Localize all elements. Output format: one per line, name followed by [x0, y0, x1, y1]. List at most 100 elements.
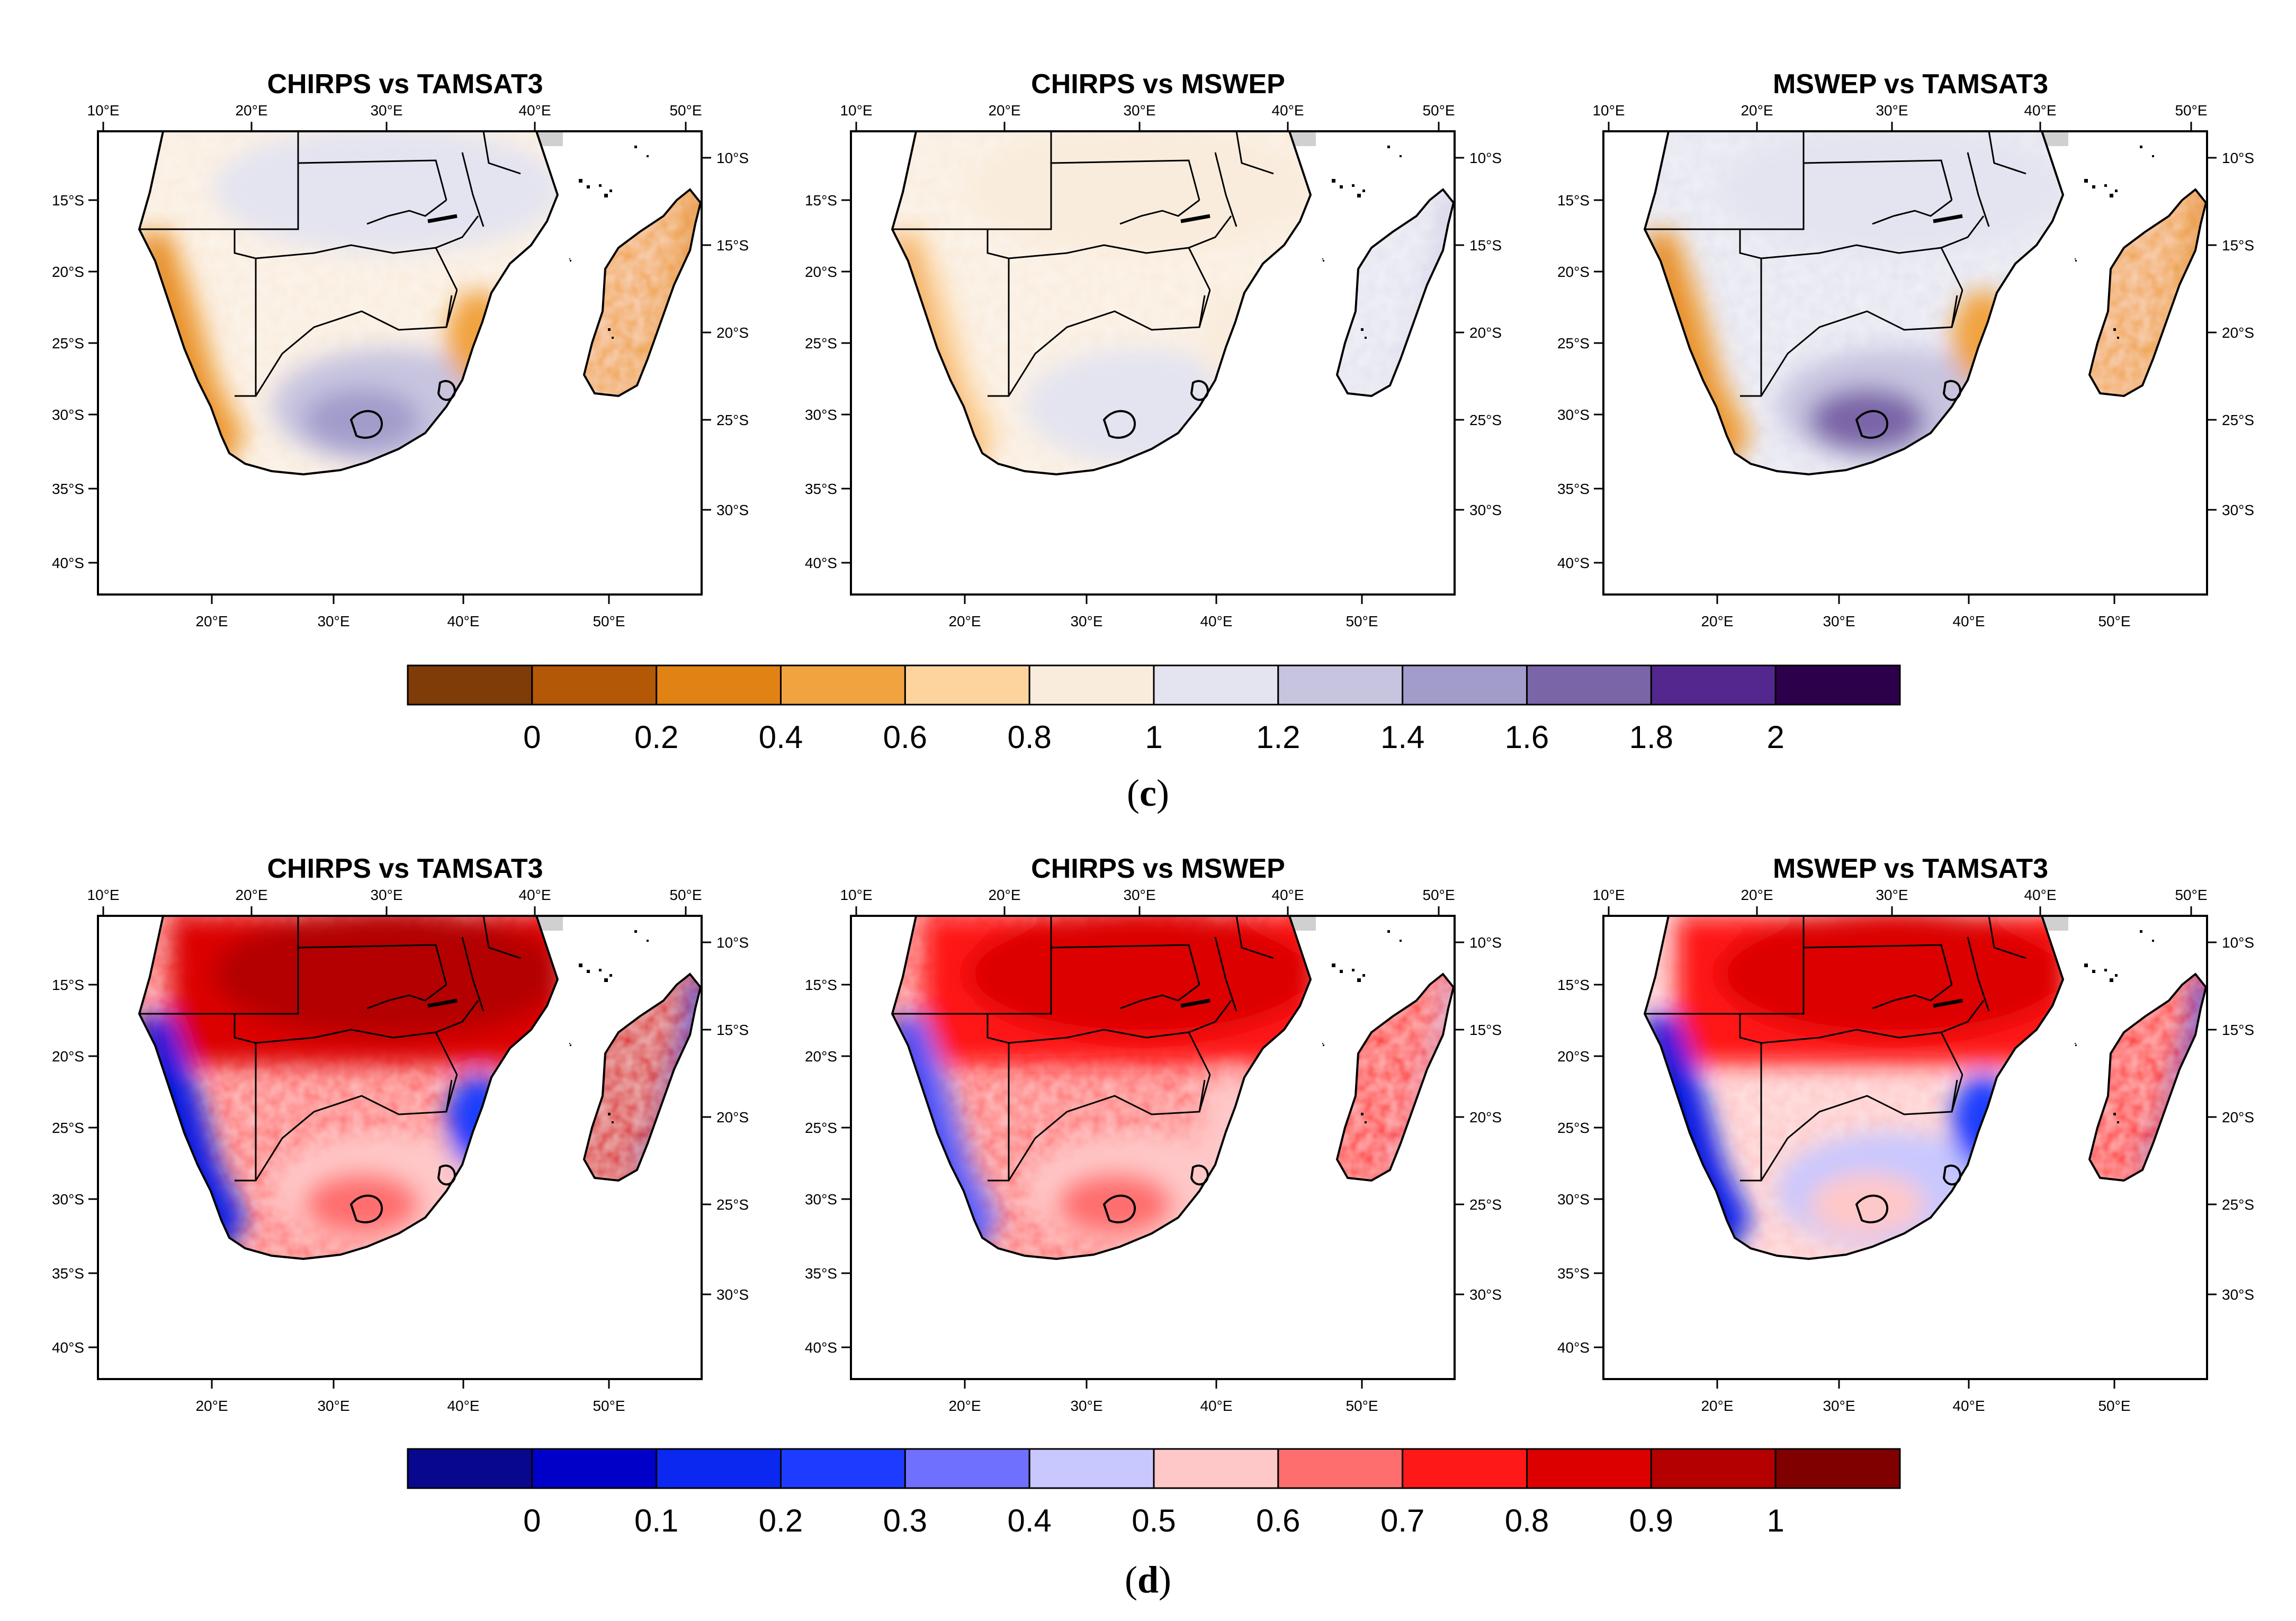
- left-tick-label: 15°S: [1557, 192, 1590, 209]
- country-border: [1988, 131, 2026, 175]
- country-border: [234, 229, 257, 396]
- island: [599, 184, 602, 187]
- bottom-tick-label: 40°E: [1200, 1398, 1232, 1414]
- colorbar-swatch: [1277, 664, 1404, 706]
- lake-kariba: [427, 998, 458, 1008]
- island: [1400, 940, 1402, 942]
- bottom-tick-label: 20°E: [1701, 1398, 1733, 1414]
- madagascar-east-coast: [1369, 190, 1454, 396]
- country-borders: [892, 915, 1274, 1182]
- field-south-core: [1809, 388, 1925, 452]
- right-tick-label: 10°S: [2222, 934, 2254, 951]
- island: [587, 970, 590, 973]
- caption-c: (c): [1127, 772, 1169, 814]
- country-borders: [139, 131, 521, 397]
- lesotho-outline: [1855, 410, 1889, 439]
- bottom-tick-label: 40°E: [1952, 613, 1985, 629]
- left-tick-label: 25°S: [805, 1120, 837, 1136]
- country-border: [461, 936, 485, 1012]
- top-tick-label: 50°E: [669, 102, 702, 119]
- left-tick-label: 35°S: [805, 1265, 837, 1282]
- top-tick-label: 20°E: [235, 102, 267, 119]
- right-tick-label: 20°S: [1469, 325, 1502, 341]
- country-border: [1008, 1029, 1211, 1075]
- country-border: [482, 915, 521, 959]
- colorbar-swatch: [656, 1448, 782, 1489]
- madagascar-east-coast: [2121, 974, 2206, 1181]
- bottom-tick-label: 50°E: [593, 613, 625, 629]
- colorbar-tick-label: 0.6: [1256, 1503, 1300, 1538]
- country-border: [1141, 984, 1200, 1002]
- island: [608, 1113, 611, 1115]
- colorbar-swatch: [1153, 1448, 1279, 1489]
- left-tick-label: 15°S: [52, 977, 84, 993]
- top-tick-label: 10°E: [1592, 887, 1625, 903]
- country-border: [1214, 936, 1237, 1012]
- right-tick-label: 20°S: [716, 1109, 749, 1125]
- country-border: [1119, 215, 1142, 225]
- top-tick-label: 40°E: [2024, 102, 2056, 119]
- colorbar-swatch: [1526, 664, 1652, 706]
- colorbar-tick-label: 0.8: [1007, 719, 1051, 755]
- island: [612, 1121, 614, 1123]
- colorbar-tick-label: 0.4: [1007, 1503, 1051, 1538]
- top-tick-label: 50°E: [1422, 102, 1455, 119]
- country-border: [388, 199, 447, 217]
- colorbar-swatch: [1526, 1448, 1652, 1489]
- right-tick-label: 10°S: [1469, 150, 1502, 166]
- colorbar-tick-label: 0.2: [759, 1503, 803, 1538]
- country-border: [892, 131, 1052, 230]
- island: [570, 260, 571, 262]
- colorbar-d: 0 0.1 0.2 0.3 0.4 0.5 0.6 0.7 0.8 0.9 1: [407, 1448, 1901, 1538]
- island: [1365, 337, 1367, 339]
- right-tick-label: 10°S: [1469, 934, 1502, 951]
- island: [609, 190, 612, 192]
- island: [1352, 969, 1355, 971]
- bottom-tick-label: 30°E: [1823, 613, 1855, 629]
- left-tick-label: 20°S: [1557, 1048, 1590, 1065]
- island: [2152, 155, 2154, 157]
- colorbar-tick-label: 1.2: [1256, 719, 1300, 755]
- island: [647, 155, 649, 157]
- bottom-tick-label: 30°E: [317, 1398, 349, 1414]
- madagascar-east-coast: [1369, 974, 1454, 1181]
- map-frame: [1602, 130, 2208, 596]
- colorbar-tick-label: 0: [523, 1503, 541, 1538]
- country-border: [366, 999, 389, 1010]
- top-tick-label: 30°E: [370, 102, 402, 119]
- right-tick-label: 15°S: [716, 1022, 749, 1038]
- colorbar-swatch: [1774, 664, 1901, 706]
- island: [1332, 179, 1335, 183]
- country-borders: [139, 915, 521, 1182]
- left-tick-label: 25°S: [52, 1120, 84, 1136]
- country-border: [1645, 916, 1805, 1015]
- panel-title: CHIRPS vs TAMSAT3: [267, 853, 543, 884]
- top-tick-label: 30°E: [1123, 887, 1155, 903]
- left-tick-label: 30°S: [52, 407, 84, 423]
- island: [1361, 1113, 1364, 1115]
- country-border: [988, 1079, 1206, 1182]
- country-borders: [1645, 915, 2026, 1182]
- country-border: [1761, 244, 1963, 291]
- left-tick-label: 40°S: [52, 1339, 84, 1356]
- panel-d-chirps-vs-mswep: CHIRPS vs MSWEP 10°E 20°E 30°E 40°E 50°E 20°E 3…: [805, 853, 1502, 1414]
- colorbar-swatch: [1153, 664, 1279, 706]
- left-tick-label: 15°S: [805, 192, 837, 209]
- left-tick-label: 40°S: [1557, 555, 1590, 571]
- colorbar-tick-label: 1: [1145, 719, 1162, 755]
- bottom-tick-label: 30°E: [317, 613, 349, 629]
- right-tick-label: 25°S: [716, 412, 749, 428]
- colorbar-tick-label: 0.4: [759, 719, 803, 755]
- country-border: [1188, 1000, 1232, 1033]
- island: [634, 146, 637, 148]
- country-border: [1739, 229, 1762, 396]
- field-north-core: [966, 131, 1311, 253]
- country-border: [1051, 159, 1200, 201]
- country-border: [1740, 1079, 1958, 1182]
- country-border: [1988, 915, 2026, 959]
- island: [609, 974, 612, 977]
- colorbar-tick-label: 1.6: [1505, 719, 1549, 755]
- right-tick-label: 10°S: [716, 934, 749, 951]
- lesotho-outline: [1102, 1194, 1136, 1223]
